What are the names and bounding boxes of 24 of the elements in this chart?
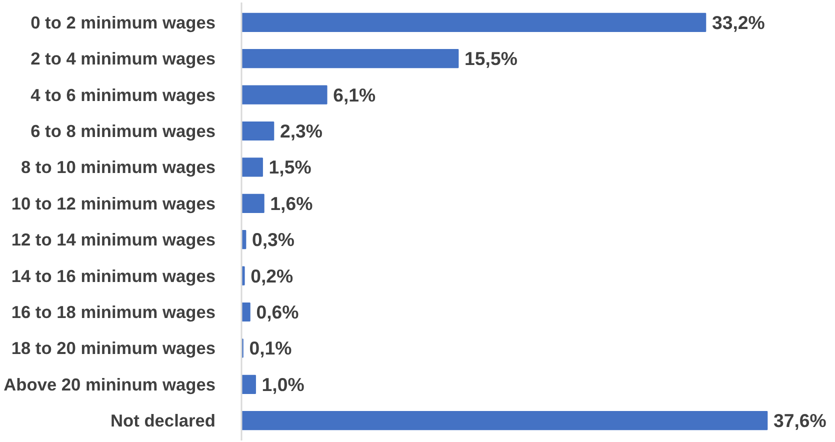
data-label: 1,0% — [262, 374, 305, 395]
data-label: 15,5% — [464, 48, 518, 70]
y-tick-label: 0 to 2 minimum wages — [30, 12, 216, 32]
y-tick-label: 8 to 10 minimum wages — [20, 157, 216, 178]
y-tick-label: 12 to 14 minimum wages — [11, 230, 216, 250]
data-label: 0,2% — [250, 265, 294, 286]
y-tick-label: 4 to 6 minimum wages — [30, 84, 216, 105]
y-tick-label: 18 to 20 minimum wages — [11, 338, 216, 358]
y-tick-label: 2 to 4 minimum wages — [30, 48, 216, 69]
data-label: 1,6% — [270, 192, 314, 214]
y-tick-label: 16 to 18 minimum wages — [11, 302, 216, 322]
y-tick-label: 14 to 16 minimum wages — [11, 266, 216, 286]
data-label: 0,6% — [256, 301, 300, 322]
data-label: 0,1% — [249, 338, 292, 359]
data-label: 33,2% — [712, 12, 766, 33]
data-label: 1,5% — [268, 156, 312, 178]
y-tick-label: Above 20 mininum wages — [4, 374, 216, 394]
data-label: 0,3% — [252, 229, 295, 250]
data-label: 6,1% — [333, 84, 376, 106]
y-tick-label: Not declared — [110, 410, 216, 431]
data-label: 37,6% — [773, 410, 827, 432]
data-label: 2,3% — [280, 120, 323, 142]
y-tick-label: 6 to 8 minimum wages — [30, 121, 216, 142]
y-tick-label: 10 to 12 minimum wages — [11, 193, 216, 214]
